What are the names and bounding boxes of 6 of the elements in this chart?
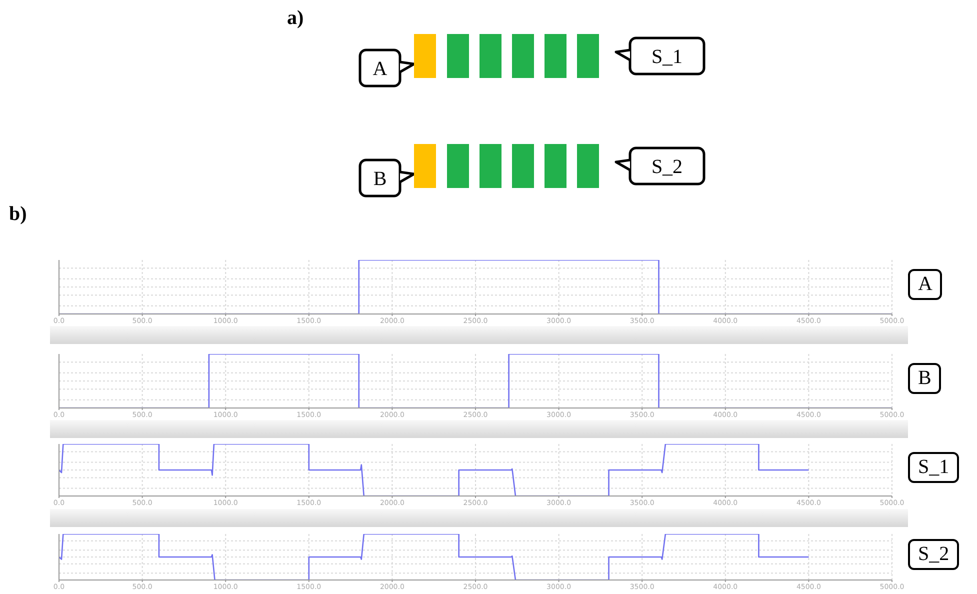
- text: S_1: [908, 452, 960, 483]
- text: a): [287, 7, 304, 29]
- text: S_2: [908, 539, 960, 570]
- series-label: B: [908, 363, 942, 394]
- chart-title: b): [9, 203, 27, 226]
- series-label: A: [908, 269, 942, 300]
